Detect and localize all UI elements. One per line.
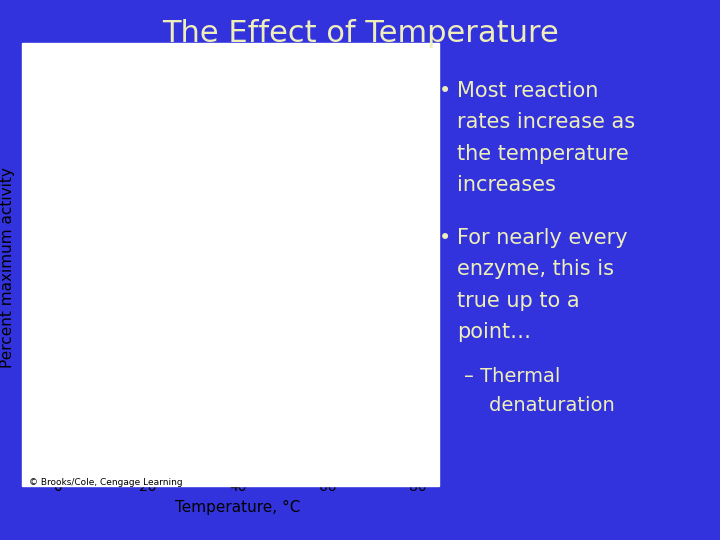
Text: denaturation: denaturation	[464, 396, 615, 415]
Text: rates increase as: rates increase as	[457, 112, 635, 132]
Text: For nearly every: For nearly every	[457, 228, 628, 248]
Y-axis label: Percent maximum activity: Percent maximum activity	[0, 167, 15, 368]
Text: The Effect of Temperature: The Effect of Temperature	[161, 19, 559, 48]
Text: true up to a: true up to a	[457, 291, 580, 310]
Text: •: •	[439, 228, 451, 248]
X-axis label: Temperature, °C: Temperature, °C	[175, 500, 300, 515]
Text: © Brooks/Cole, Cengage Learning: © Brooks/Cole, Cengage Learning	[29, 478, 182, 487]
Text: •: •	[439, 81, 451, 101]
Text: – Thermal: – Thermal	[464, 367, 561, 386]
Text: the temperature: the temperature	[457, 144, 629, 164]
Text: Most reaction: Most reaction	[457, 81, 598, 101]
Text: increases: increases	[457, 175, 556, 195]
Text: enzyme, this is: enzyme, this is	[457, 259, 614, 279]
Text: point…: point…	[457, 322, 531, 342]
